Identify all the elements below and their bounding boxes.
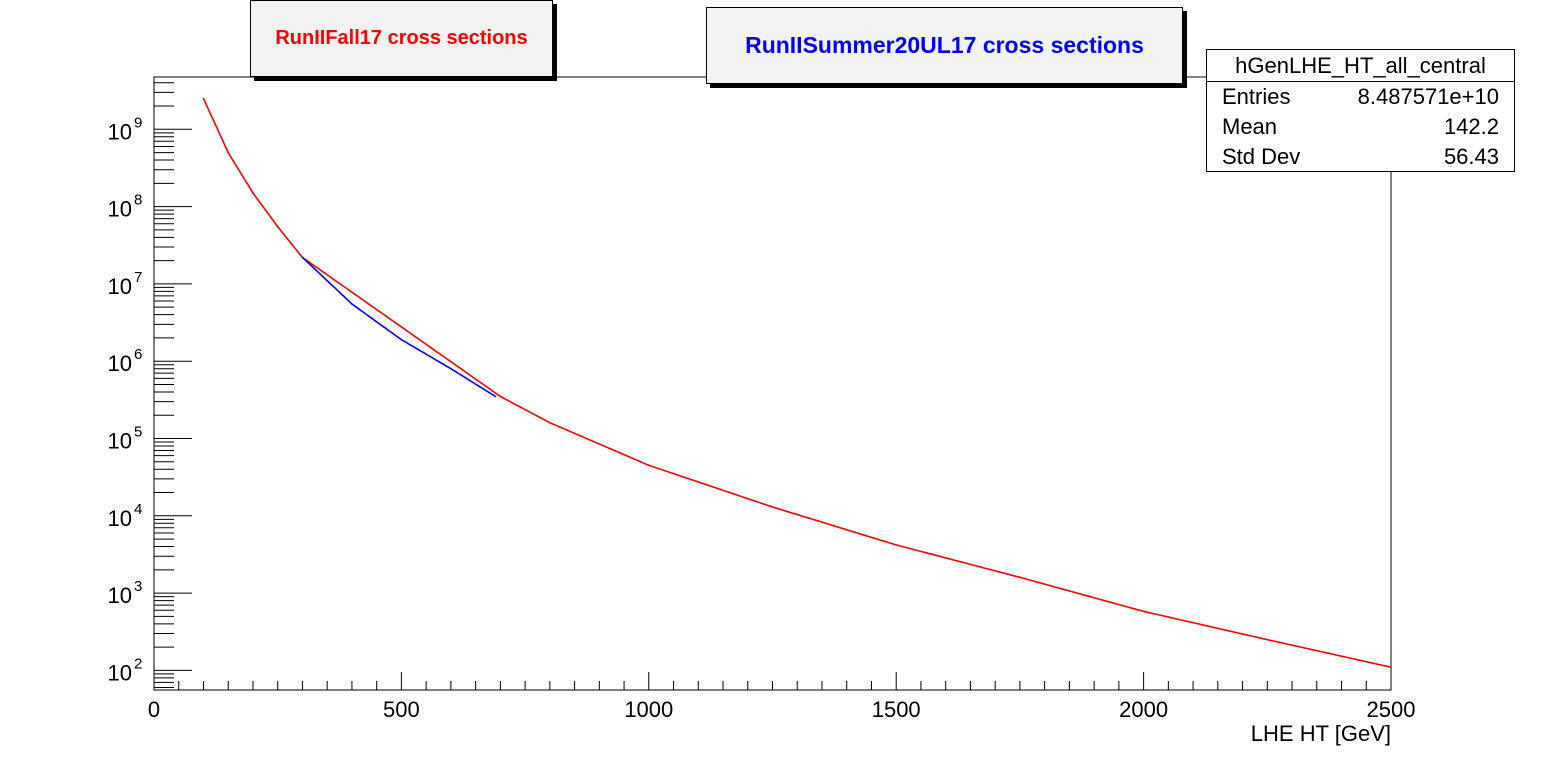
- stats-title: hGenLHE_HT_all_central: [1207, 50, 1514, 82]
- y-tick-label: 10: [108, 660, 132, 685]
- series-runiifall17-point: [202, 97, 205, 100]
- y-tick-label: 10: [108, 506, 132, 531]
- y-tick-exponent: 8: [134, 192, 142, 209]
- stats-row-mean: Mean 142.2: [1207, 112, 1514, 142]
- series-runiisummer20ul17-point: [301, 256, 304, 259]
- series-runiifall17-point: [499, 395, 502, 398]
- y-tick-exponent: 5: [134, 424, 142, 441]
- series-runiifall17-point: [1266, 638, 1269, 641]
- stats-mean-label: Mean: [1222, 114, 1278, 139]
- x-tick-label: 1000: [624, 697, 673, 722]
- series-runiifall17-point: [227, 151, 230, 154]
- series-runiifall17-point: [549, 421, 551, 424]
- series-runiisummer20ul17-point: [351, 303, 353, 305]
- stats-entries-value: 8.487571e+10: [1357, 84, 1499, 109]
- legend-runiifall17: RunIIFall17 cross sections: [250, 0, 553, 77]
- series-runiifall17-point: [771, 506, 774, 508]
- y-tick-exponent: 2: [134, 655, 142, 672]
- series-runiifall17-point: [276, 225, 279, 228]
- x-axis: 0 500 1000 1500 2000 2500: [148, 672, 1416, 722]
- x-tick-label: 2000: [1119, 697, 1168, 722]
- stats-box: hGenLHE_HT_all_central Entries 8.487571e…: [1206, 49, 1515, 172]
- stats-stddev-label: Std Dev: [1222, 144, 1301, 169]
- stats-mean-value: 142.2: [1443, 114, 1499, 139]
- y-tick-label: 10: [108, 119, 132, 144]
- stats-entries-label: Entries: [1222, 84, 1291, 109]
- series-layer: [202, 97, 1392, 669]
- x-tick-label: 0: [148, 697, 160, 722]
- series-runiifall17-point: [252, 192, 254, 194]
- x-tick-label: 1500: [872, 697, 921, 722]
- y-tick-exponent: 6: [134, 346, 142, 363]
- series-runiifall17-point: [895, 544, 897, 546]
- y-tick-exponent: 9: [134, 114, 142, 131]
- y-tick-label: 10: [108, 583, 132, 608]
- stats-row-entries: Entries 8.487571e+10: [1207, 82, 1514, 112]
- y-tick-label: 10: [108, 429, 132, 454]
- y-tick-label: 10: [108, 351, 132, 376]
- series-runiifall17-point: [648, 464, 650, 467]
- series-runiisummer20ul17-point: [400, 338, 403, 341]
- series-runiisummer20ul17-point: [494, 395, 497, 398]
- y-tick-exponent: 3: [134, 578, 142, 595]
- x-tick-label: 2500: [1367, 697, 1416, 722]
- y-tick-label: 10: [108, 274, 132, 299]
- x-axis-title: LHE HT [GeV]: [1251, 721, 1391, 746]
- series-runiifall17-point: [1390, 666, 1392, 669]
- series-runiifall17-point: [1142, 610, 1145, 613]
- series-runiisummer20ul17-line: [301, 256, 496, 398]
- x-tick-label: 500: [383, 697, 420, 722]
- y-tick-label: 10: [108, 197, 132, 222]
- legend-runiifall17-label: RunIIFall17 cross sections: [275, 27, 528, 49]
- series-runiisummer20ul17-point: [450, 367, 452, 370]
- stats-row-stddev: Std Dev 56.43: [1207, 142, 1514, 172]
- legend-runiisummer20ul17: RunIISummer20UL17 cross sections: [706, 7, 1183, 84]
- series-runiifall17-line: [202, 98, 1392, 668]
- legend-runiisummer20ul17-label: RunIISummer20UL17 cross sections: [745, 32, 1144, 58]
- stats-stddev-value: 56.43: [1443, 144, 1499, 169]
- y-tick-exponent: 7: [134, 269, 142, 286]
- y-tick-exponent: 4: [134, 501, 142, 518]
- series-runiifall17-point: [1019, 576, 1021, 579]
